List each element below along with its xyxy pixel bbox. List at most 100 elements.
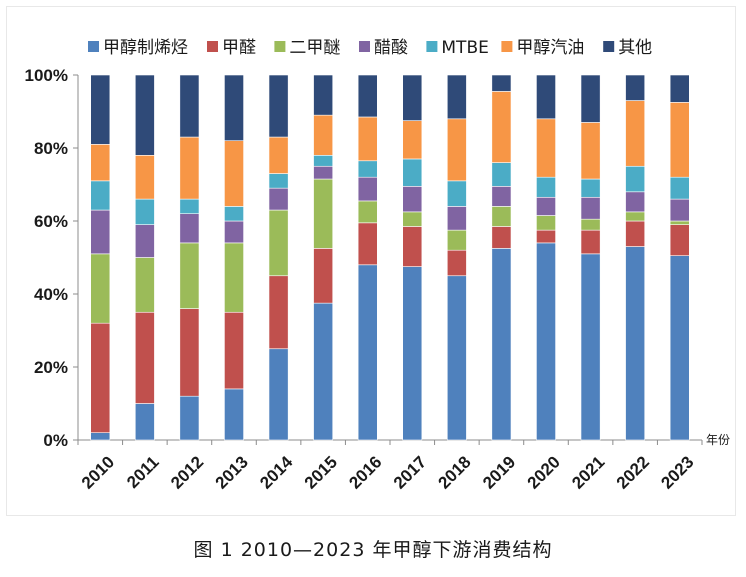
bar-segment: [179, 242, 200, 309]
bar-segment: [580, 122, 601, 180]
bar-segment: [90, 322, 111, 434]
legend-label: 醋酸: [374, 38, 408, 58]
bar-segment: [90, 432, 111, 441]
bar-segment: [224, 74, 244, 141]
bar-segment: [179, 136, 200, 200]
bar-segment: [669, 220, 690, 225]
bar-segment: [357, 264, 378, 441]
bar-segment: [402, 74, 423, 121]
bar-segment: [90, 74, 111, 145]
bar-segment: [179, 395, 200, 441]
x-axis-title: 年份: [706, 433, 730, 447]
bar-segment: [134, 74, 155, 156]
bar-segment: [313, 74, 334, 116]
legend-swatch: [426, 41, 438, 52]
bar-segment: [625, 100, 646, 167]
bar-segment: [313, 248, 334, 304]
bar-segment: [446, 74, 467, 120]
legend-label: 其他: [618, 38, 652, 58]
bar-segment: [536, 229, 556, 244]
y-tick-label: 80%: [34, 139, 68, 158]
y-tick-label: 20%: [34, 358, 68, 377]
x-tick-label: 2022: [613, 452, 653, 492]
x-tick-label: 2013: [212, 452, 252, 492]
bar-segment: [224, 220, 244, 244]
bar-segment: [268, 209, 289, 277]
bar-segment: [402, 226, 423, 267]
legend-swatch: [274, 41, 286, 52]
legend-swatch: [88, 41, 99, 52]
legend-label: 甲醛: [222, 38, 256, 58]
y-tick-label: 40%: [34, 285, 68, 304]
bar-segment: [446, 206, 467, 231]
bar-segment: [580, 253, 601, 441]
bar-segment: [446, 180, 467, 207]
bar-segment: [90, 209, 111, 255]
bar-segment: [536, 74, 556, 120]
bar-segment: [580, 229, 601, 255]
bar-segment: [268, 136, 289, 174]
x-tick-label: 2014: [256, 452, 297, 493]
bar-segment: [134, 224, 155, 258]
x-tick-label: 2016: [345, 452, 385, 492]
bar-segment: [268, 348, 289, 441]
bar-segment: [224, 388, 244, 441]
bar-segment: [268, 74, 289, 138]
bar-segment: [446, 249, 467, 277]
bar-segment: [402, 120, 423, 160]
bar-segment: [402, 186, 423, 213]
x-tick-label: 2012: [167, 452, 207, 492]
bar-segment: [669, 176, 690, 200]
bar-segment: [134, 155, 155, 200]
bar-segment: [402, 211, 423, 227]
bar-segment: [313, 165, 334, 180]
bar-segment: [536, 242, 556, 441]
bar-segment: [224, 242, 244, 313]
bar-segment: [268, 173, 289, 189]
bar-segment: [134, 198, 155, 225]
y-tick-label: 0%: [43, 431, 68, 450]
legend-swatch: [359, 41, 370, 52]
x-tick-label: 2010: [78, 452, 118, 492]
bar-segment: [268, 275, 289, 350]
y-tick-label: 100%: [25, 66, 68, 85]
bar-segment: [446, 118, 467, 182]
bar-segment: [669, 198, 690, 222]
bar-segment: [625, 165, 646, 193]
bar-segment: [224, 206, 244, 222]
bar-segment: [357, 116, 378, 162]
bar-segment: [402, 266, 423, 441]
x-tick-label: 2023: [657, 452, 697, 492]
bar-segment: [446, 229, 467, 251]
legend-label: 甲醇汽油: [516, 38, 584, 58]
x-tick-label: 2017: [390, 452, 430, 492]
x-tick-label: 2011: [123, 452, 163, 492]
bar-segment: [90, 180, 111, 211]
bar-segment: [536, 176, 556, 198]
bar-segment: [580, 178, 601, 198]
legend-label: MTBE: [441, 38, 488, 58]
bar-segment: [402, 158, 423, 187]
bar-segment: [491, 206, 512, 227]
x-tick-label: 2018: [435, 452, 475, 492]
bar-segment: [491, 248, 512, 441]
bar-segment: [179, 198, 200, 215]
bar-segment: [536, 215, 556, 231]
legend-label: 甲醇制烯烃: [103, 38, 188, 58]
legend-label: 二甲醚: [289, 38, 340, 58]
x-tick-label: 2021: [568, 452, 608, 492]
bar-segment: [313, 178, 334, 249]
bar-segment: [446, 275, 467, 441]
bar-segment: [357, 74, 378, 118]
bar-segment: [625, 220, 646, 247]
bar-segment: [179, 74, 200, 138]
x-tick-label: 2020: [524, 452, 564, 492]
bar-segment: [357, 200, 378, 224]
bar-segment: [625, 74, 646, 101]
bar-segment: [357, 176, 378, 202]
bar-segment: [491, 91, 512, 163]
bar-segment: [134, 403, 155, 441]
x-tick-label: 2019: [479, 452, 519, 492]
x-tick-label: 2015: [301, 452, 341, 492]
bar-segment: [313, 114, 334, 156]
